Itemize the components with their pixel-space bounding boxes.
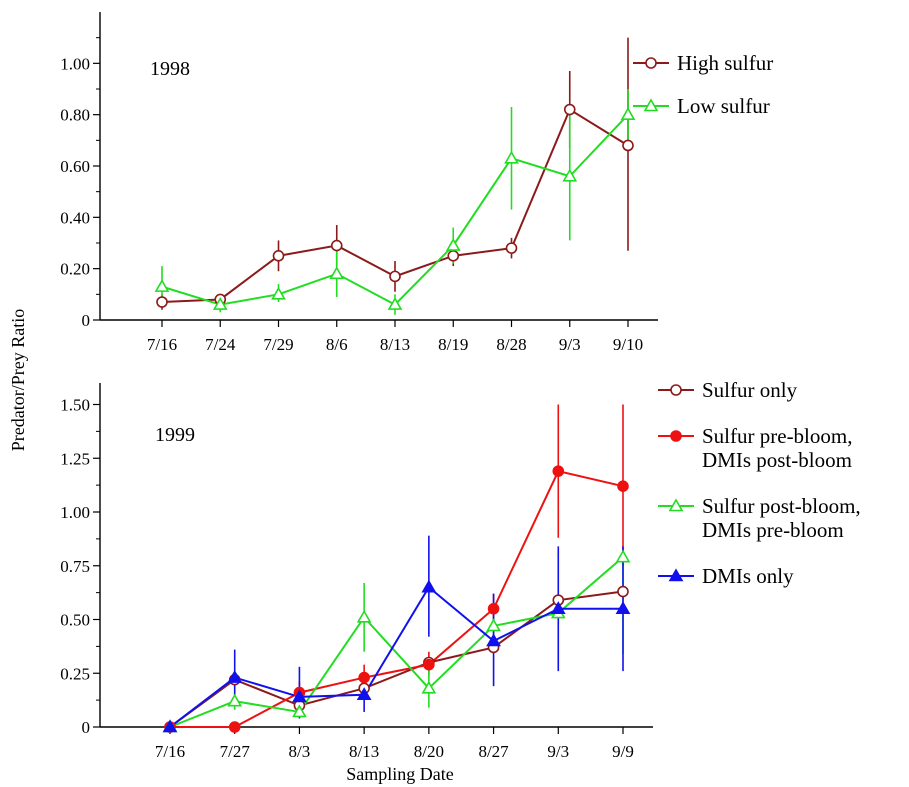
series-line (169, 590, 624, 728)
data-point (615, 601, 631, 615)
y-tick-label: 0 (82, 718, 91, 737)
panel-year-label: 1998 (150, 58, 190, 80)
y-tick-label: 0.50 (60, 611, 90, 630)
x-tick-label: 9/10 (613, 335, 643, 354)
series-0 (169, 590, 624, 728)
y-tick-label: 0.80 (60, 106, 90, 125)
panel-year-label: 1999 (155, 424, 195, 446)
x-tick-label: 7/29 (263, 335, 293, 354)
data-point (552, 465, 565, 477)
legend-marker (670, 430, 682, 442)
data-point (620, 107, 636, 120)
x-tick-label: 8/3 (289, 742, 311, 761)
legend-label: DMIs post-bloom (702, 448, 852, 472)
data-point (387, 296, 403, 310)
y-axis-title: Predator/Prey Ratio (8, 309, 28, 451)
legend-item: Sulfur post-bloom,DMIs pre-bloom (658, 494, 861, 542)
y-tick-label: 1.00 (60, 503, 90, 522)
legend-label: DMIs pre-bloom (702, 518, 844, 542)
data-point (329, 266, 345, 280)
data-point (271, 286, 286, 300)
x-tick-label: 8/13 (349, 742, 379, 761)
data-point (421, 579, 437, 593)
chart-panel-1999: 0 0.25 0.50 0.75 1.00 1.25 1.50 7/16 7/27 8/3 8/13… (60, 378, 860, 761)
data-point (617, 585, 629, 598)
x-tick-label: 9/3 (547, 742, 569, 761)
y-tick-label: 0.40 (60, 208, 90, 227)
x-tick-label: 7/24 (205, 335, 236, 354)
data-point (358, 671, 370, 684)
data-point (227, 669, 243, 683)
data-point (487, 602, 500, 615)
x-tick-label: 8/19 (438, 335, 468, 354)
legend-item: Sulfur only (658, 378, 798, 402)
legend-label: Sulfur post-bloom, (702, 494, 861, 518)
data-point (563, 103, 576, 116)
legend-label: Low sulfur (677, 94, 770, 118)
x-tick-label: 7/16 (147, 335, 177, 354)
legend-marker (668, 568, 684, 582)
chart-panel-1998: 0 0.20 0.40 0.60 0.80 1.00 7/16 7/24 7/29 8/6 8/13… (60, 12, 773, 354)
x-axis-title: Sampling Date (346, 764, 453, 784)
data-point (617, 480, 629, 493)
data-point (505, 242, 518, 254)
x-tick-label: 8/20 (414, 742, 444, 761)
data-point (423, 658, 435, 671)
data-point (162, 719, 178, 733)
legend-label: High sulfur (677, 51, 773, 75)
data-point (212, 296, 228, 310)
y-tick-label: 0.25 (60, 664, 90, 683)
legend-label: Sulfur only (702, 378, 798, 402)
data-point (356, 609, 372, 623)
data-point (292, 704, 307, 718)
x-tick-label: 8/13 (380, 335, 410, 354)
data-point (504, 150, 519, 164)
y-tick-label: 1.25 (60, 449, 90, 468)
x-tick-label: 8/27 (478, 742, 509, 761)
data-point (292, 689, 307, 703)
legend-item: Low sulfur (633, 94, 770, 118)
data-point (550, 601, 566, 615)
x-tick-label: 8/6 (326, 335, 348, 354)
series-line (169, 585, 623, 728)
data-point (154, 279, 170, 292)
x-tick-label: 7/16 (155, 742, 185, 761)
legend-label: Sulfur pre-bloom, (702, 424, 852, 448)
legend-marker (670, 384, 682, 396)
legend-label: DMIs only (702, 564, 794, 588)
legend-item: DMIs only (658, 564, 794, 588)
legend-marker (643, 98, 659, 112)
series-line (170, 469, 624, 728)
x-tick-label: 9/9 (612, 742, 634, 761)
data-point (389, 270, 401, 283)
y-tick-label: 0.20 (60, 260, 90, 279)
data-point (330, 239, 343, 252)
y-tick-label: 0 (82, 311, 91, 330)
x-tick-label: 9/3 (559, 335, 581, 354)
legend-item: High sulfur (633, 51, 773, 75)
data-point (622, 139, 634, 152)
y-tick-label: 0.60 (60, 157, 90, 176)
data-point (486, 618, 501, 632)
data-point (615, 549, 631, 563)
y-tick-label: 1.00 (60, 54, 90, 73)
data-point (421, 680, 437, 694)
data-point (562, 168, 578, 182)
data-point (227, 693, 243, 707)
y-tick-label: 0.75 (60, 557, 90, 576)
data-point (486, 633, 501, 647)
data-point (356, 687, 372, 701)
data-point (272, 250, 285, 262)
legend-marker (645, 57, 657, 69)
x-tick-label: 7/27 (220, 742, 251, 761)
y-tick-label: 1.50 (60, 396, 90, 415)
data-point (156, 296, 168, 308)
legend-marker (668, 498, 684, 512)
data-point (445, 237, 461, 251)
data-point (447, 250, 460, 262)
data-point (228, 721, 241, 733)
legend-item: Sulfur pre-bloom,DMIs post-bloom (658, 424, 852, 472)
x-tick-label: 8/28 (496, 335, 526, 354)
